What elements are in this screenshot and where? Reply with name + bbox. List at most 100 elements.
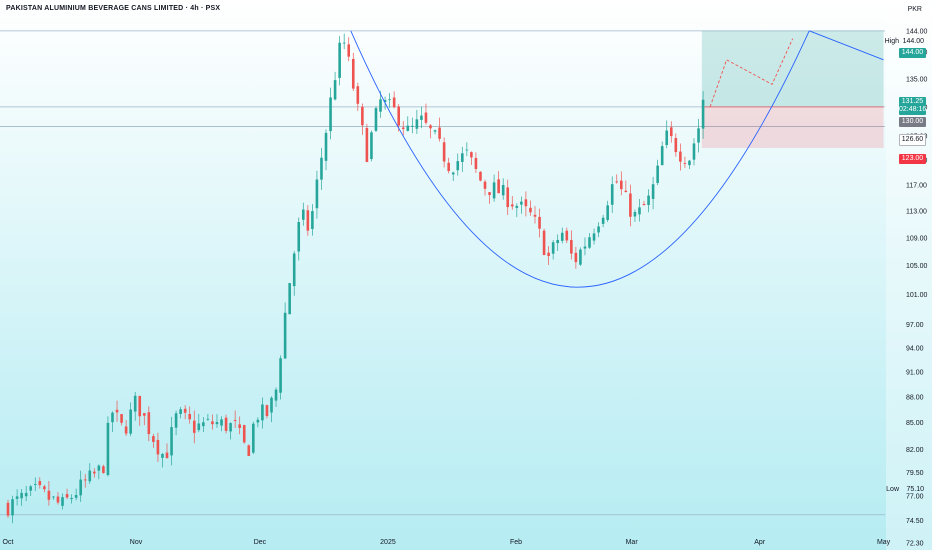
candle-body-50 [233, 419, 237, 421]
candle-body-17 [83, 479, 87, 481]
candle-body-26 [124, 426, 128, 434]
candle-body-100 [461, 153, 464, 162]
candle-body-66 [306, 210, 310, 231]
projection-line[interactable] [809, 30, 884, 61]
projected-path-dashed[interactable] [709, 38, 794, 108]
candle-body-111 [510, 204, 514, 207]
candle-body-109 [501, 184, 505, 196]
candle-body-46 [215, 422, 219, 425]
candle-body-70 [324, 132, 328, 161]
chart-title[interactable]: PAKISTAN ALUMINIUM BEVERAGE CANS LIMITED… [6, 5, 221, 12]
target-price-tag: 144.00 [899, 48, 926, 58]
candle-body-72 [333, 80, 337, 100]
candle-body-1 [11, 499, 14, 516]
candle-body-149 [683, 163, 687, 164]
candle-body-91 [420, 115, 423, 120]
candle-body-28 [133, 395, 137, 412]
candle-body-147 [674, 138, 678, 153]
candle-body-135 [620, 180, 623, 190]
candle-body-19 [93, 471, 96, 474]
candle-body-141 [647, 195, 650, 205]
candle-body-131 [601, 217, 605, 224]
candle-body-8 [43, 486, 46, 490]
candle-body-6 [33, 484, 37, 485]
price-tick-label-10: 101.00 [906, 292, 928, 299]
candle-body-122 [560, 232, 564, 241]
candle-body-51 [238, 424, 241, 429]
candle-body-114 [524, 199, 528, 207]
candle-body-21 [102, 466, 105, 473]
stop-zone[interactable] [701, 106, 884, 149]
long-position-tool[interactable] [701, 30, 884, 149]
candle-body-138 [633, 212, 637, 217]
time-tick-label-mar: Mar [626, 539, 639, 546]
candle-body-24 [115, 409, 119, 413]
candle-body-9 [47, 490, 51, 500]
time-tick-label-may: May [877, 539, 891, 546]
candle-body-117 [538, 216, 541, 229]
candle-body-103 [474, 157, 478, 169]
price-tick-label-5: 85.00 [906, 420, 924, 427]
candle-body-27 [129, 409, 132, 434]
candle-body-87 [401, 127, 405, 129]
candle-body-80 [370, 132, 373, 160]
price-tick-label-18: 135.00 [906, 76, 928, 83]
candle-body-42 [197, 423, 201, 431]
candle-body-32 [152, 436, 155, 442]
candle-body-152 [697, 128, 700, 143]
candle-body-94 [433, 130, 437, 132]
candle-body-107 [492, 182, 496, 199]
candle-body-61 [283, 312, 287, 359]
candle-body-124 [570, 240, 573, 254]
drawings[interactable] [350, 30, 884, 288]
candle-body-40 [188, 413, 192, 420]
candle-body-105 [483, 181, 487, 189]
candle-body-142 [651, 184, 655, 199]
candle-body-69 [320, 157, 323, 180]
candle-body-133 [610, 184, 614, 205]
candle-body-140 [642, 204, 646, 206]
time-axis[interactable]: Oct Nov Dec 2025 Feb Mar Apr May [3, 539, 891, 546]
candle-body-22 [106, 422, 110, 476]
candle-body-112 [515, 205, 519, 208]
candle-body-29 [138, 395, 142, 417]
candle-body-113 [520, 201, 523, 205]
candle-body-18 [88, 470, 92, 482]
time-tick-label-nov: Nov [130, 539, 143, 546]
candle-body-104 [479, 171, 482, 181]
candle-body-16 [79, 479, 82, 496]
profit-zone[interactable] [701, 30, 884, 107]
last-price-tag: 131.25 02:48:16 [899, 97, 926, 115]
candle-body-54 [252, 423, 255, 453]
candle-body-60 [279, 358, 282, 393]
price-tick-label-2: 77.00 [906, 494, 924, 501]
cup-curve-drawing[interactable] [350, 30, 810, 288]
candle-body-130 [597, 226, 600, 233]
candle-body-145 [665, 130, 669, 145]
candle-body-15 [74, 495, 78, 498]
price-axis[interactable]: 72.30 74.50 77.00 79.50 82.00 85.00 88.00 91.00… [886, 0, 932, 550]
price-tick-label-3: 79.50 [906, 470, 924, 477]
candle-body-78 [361, 106, 364, 126]
price-tick-label-11: 105.00 [906, 263, 928, 270]
price-tick-label-12: 109.00 [906, 235, 928, 242]
candle-body-35 [165, 452, 169, 459]
low-marker-value: 75.10 [906, 486, 924, 493]
currency-label[interactable]: PKR [907, 6, 922, 13]
candle-body-123 [565, 230, 569, 241]
high-marker-label: High [884, 38, 899, 45]
candle-body-136 [624, 190, 628, 193]
candle-body-126 [579, 249, 582, 265]
candle-body-98 [451, 172, 455, 175]
candle-body-97 [447, 162, 450, 172]
candle-body-106 [488, 192, 491, 196]
candle-body-73 [338, 42, 341, 78]
candle-body-57 [265, 405, 269, 417]
candle-body-68 [315, 179, 319, 209]
candle-body-65 [301, 209, 305, 220]
candle-body-118 [542, 230, 546, 255]
time-tick-label-oct: Oct [3, 539, 14, 546]
candle-body-75 [347, 44, 351, 57]
low-marker-label: Low [886, 486, 899, 493]
